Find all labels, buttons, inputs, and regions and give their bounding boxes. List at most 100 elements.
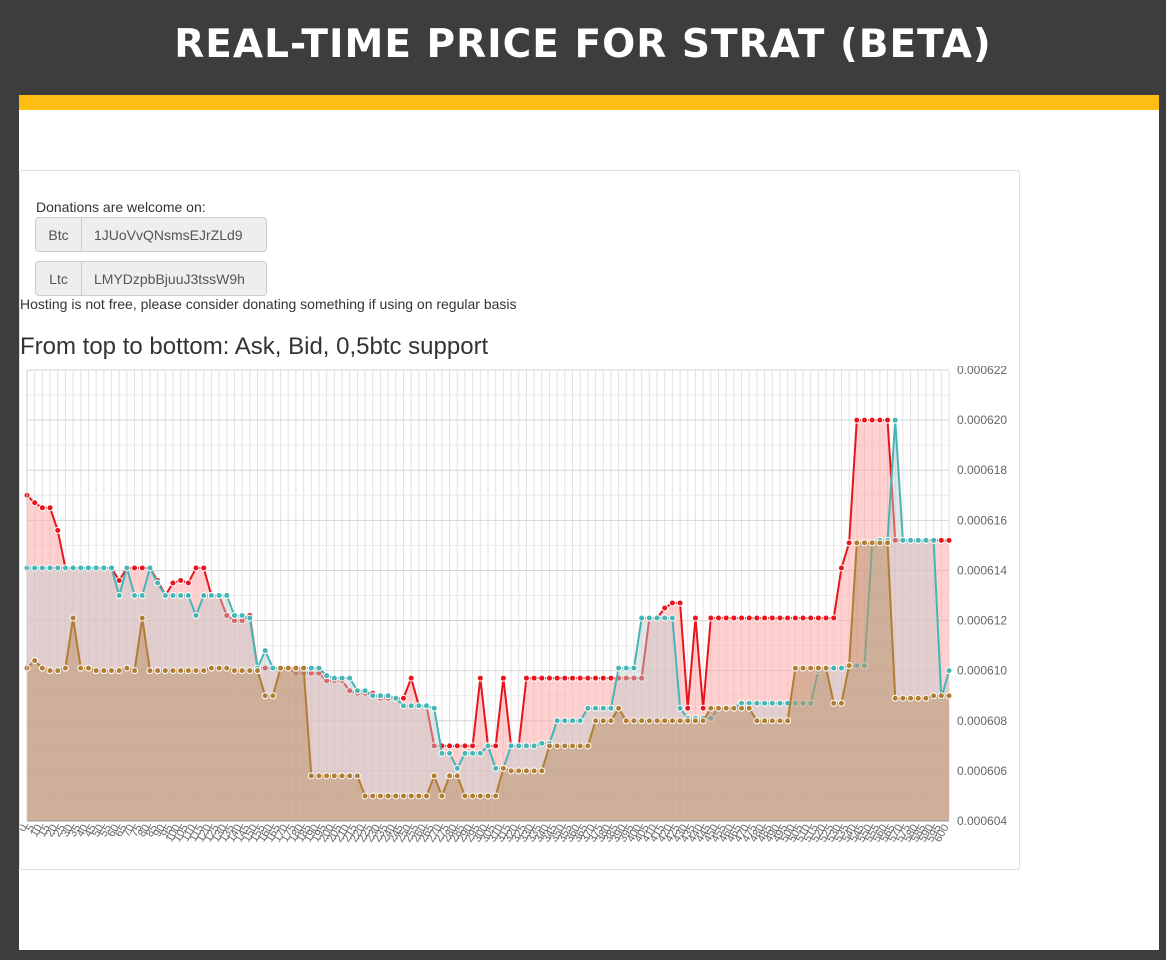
x-tick-label: 85: [144, 823, 161, 840]
support-point: [200, 667, 208, 675]
bid-point: [776, 699, 784, 707]
bid-point: [653, 614, 661, 622]
bid-point: [261, 647, 269, 655]
x-tick-label: 65: [113, 823, 130, 840]
support-point: [876, 539, 884, 547]
bid-point: [430, 704, 438, 712]
y-tick-label: 0.000612: [957, 614, 1007, 628]
btc-coin-label: Btc: [36, 218, 82, 251]
ask-point: [814, 614, 822, 622]
ask-point: [492, 742, 500, 750]
support-point: [84, 664, 92, 672]
support-point: [323, 772, 331, 780]
support-point: [31, 657, 39, 665]
support-point: [615, 704, 623, 712]
ask-point: [715, 614, 722, 622]
support-point: [292, 664, 300, 672]
support-series-area: [27, 542, 949, 821]
support-point: [722, 704, 730, 712]
support-point: [461, 792, 469, 800]
bid-point: [376, 692, 384, 700]
support-point: [315, 772, 323, 780]
bid-point: [361, 687, 369, 695]
y-tick-label: 0.000618: [957, 463, 1007, 477]
ask-point: [661, 604, 669, 612]
support-point: [622, 717, 630, 725]
support-point: [430, 772, 438, 780]
support-point: [399, 792, 407, 800]
bid-point: [668, 614, 676, 622]
x-tick-label: 10: [28, 823, 45, 840]
y-tick-label: 0.000616: [957, 513, 1007, 527]
support-point: [392, 792, 400, 800]
ltc-address-field[interactable]: LMYDzpbBjuuJ3tssW9h: [82, 262, 266, 295]
ask-point: [38, 504, 46, 512]
ask-point: [622, 674, 630, 682]
support-point: [138, 614, 146, 622]
y-tick-label: 0.000610: [957, 664, 1007, 678]
bid-point: [399, 702, 407, 710]
bid-point: [407, 702, 415, 710]
bid-point: [161, 592, 169, 599]
support-point: [423, 792, 431, 800]
bid-point: [307, 664, 315, 672]
ask-point: [476, 674, 484, 682]
support-point: [223, 664, 231, 672]
ask-point: [584, 674, 592, 682]
main-content: Donations are welcome on: Btc 1JUoVvQNsm…: [19, 110, 1159, 950]
support-point: [108, 667, 116, 675]
support-point: [46, 667, 54, 675]
bid-point: [830, 664, 838, 672]
support-point: [807, 664, 815, 672]
bid-point: [922, 536, 930, 544]
x-tick-label: 80: [136, 823, 153, 840]
support-point: [845, 662, 853, 670]
bid-point: [61, 564, 69, 572]
bid-point: [446, 749, 454, 757]
chart-panel: Donations are welcome on: Btc 1JUoVvQNsm…: [19, 170, 1020, 870]
bid-point: [46, 564, 54, 572]
bid-point: [177, 592, 185, 599]
support-point: [899, 694, 907, 702]
ask-point: [676, 599, 684, 607]
ltc-coin-label: Ltc: [36, 262, 82, 295]
y-tick-label: 0.000620: [957, 413, 1007, 427]
bid-point: [69, 564, 77, 572]
support-point: [254, 667, 261, 675]
support-point: [691, 717, 699, 725]
bid-point: [415, 702, 423, 710]
support-point: [584, 742, 592, 750]
ask-point: [776, 614, 784, 622]
support-point: [561, 742, 569, 750]
support-point: [522, 767, 530, 775]
x-tick-label: 20: [44, 823, 61, 840]
support-point: [699, 717, 707, 725]
ltc-address-group: Ltc LMYDzpbBjuuJ3tssW9h: [35, 261, 267, 296]
support-point: [937, 692, 945, 700]
support-point: [860, 539, 868, 547]
support-point: [914, 694, 922, 702]
bid-point: [469, 749, 477, 757]
support-point: [599, 717, 607, 725]
bid-point: [154, 579, 162, 587]
donations-label: Donations are welcome on:: [36, 199, 206, 215]
x-tick-label: 25: [51, 823, 68, 840]
ask-point: [184, 579, 192, 587]
bid-point: [169, 592, 177, 599]
support-point: [853, 539, 861, 547]
btc-address-field[interactable]: 1JUoVvQNsmsEJrZLd9: [82, 218, 266, 251]
ask-point: [807, 614, 815, 622]
x-tick-label: 60: [105, 823, 122, 840]
ask-point: [945, 536, 953, 544]
bid-point: [31, 564, 39, 572]
support-point: [361, 792, 369, 800]
support-point: [69, 614, 77, 622]
bid-point: [207, 592, 215, 599]
support-point: [154, 667, 162, 675]
x-tick-label: 45: [82, 823, 99, 840]
ask-point: [31, 499, 39, 507]
bid-point: [200, 592, 208, 599]
ask-point: [346, 687, 354, 695]
ask-point: [761, 614, 769, 622]
ask-point: [730, 614, 738, 622]
